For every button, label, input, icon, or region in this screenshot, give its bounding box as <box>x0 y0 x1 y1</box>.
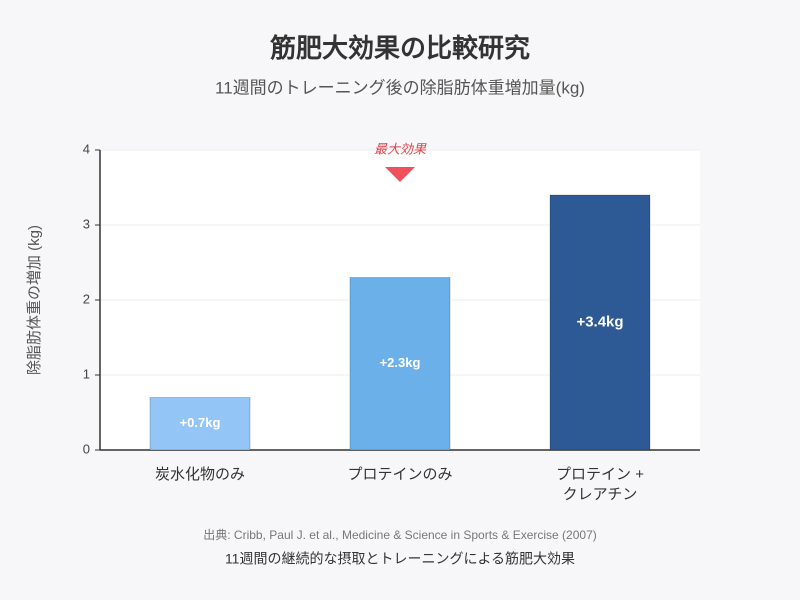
value-label: +0.7kg <box>180 415 221 430</box>
x-tick-label: プロテインのみ <box>347 466 452 483</box>
bar <box>549 194 651 451</box>
chart-subtitle: 11週間のトレーニング後の除脂肪体重増加量(kg) <box>215 78 585 97</box>
source: 出典: Cribb, Paul J. et al., Medicine & Sc… <box>203 528 597 542</box>
annotation: 最大効果 <box>374 141 427 156</box>
annotation-arrow <box>385 167 415 182</box>
y-tick-label: 4 <box>83 141 90 156</box>
y-axis-label: 除脂肪体重の増加 (kg) <box>26 225 43 375</box>
y-tick-label: 0 <box>83 441 90 456</box>
y-tick-label: 3 <box>83 216 90 231</box>
bar <box>349 277 451 451</box>
chart-title: 筋肥大効果の比較研究 <box>270 33 530 63</box>
x-tick-label: プロテイン +クレアチン <box>556 466 644 503</box>
value-label: +2.3kg <box>380 355 421 370</box>
bar <box>149 397 251 451</box>
value-label: +3.4kg <box>576 313 623 330</box>
footnote: 11週間の継続的な摂取とトレーニングによる筋肥大効果 <box>225 551 575 567</box>
y-tick-label: 1 <box>83 366 90 381</box>
x-tick-label: 炭水化物のみ <box>155 466 245 483</box>
y-tick-label: 2 <box>83 291 90 306</box>
